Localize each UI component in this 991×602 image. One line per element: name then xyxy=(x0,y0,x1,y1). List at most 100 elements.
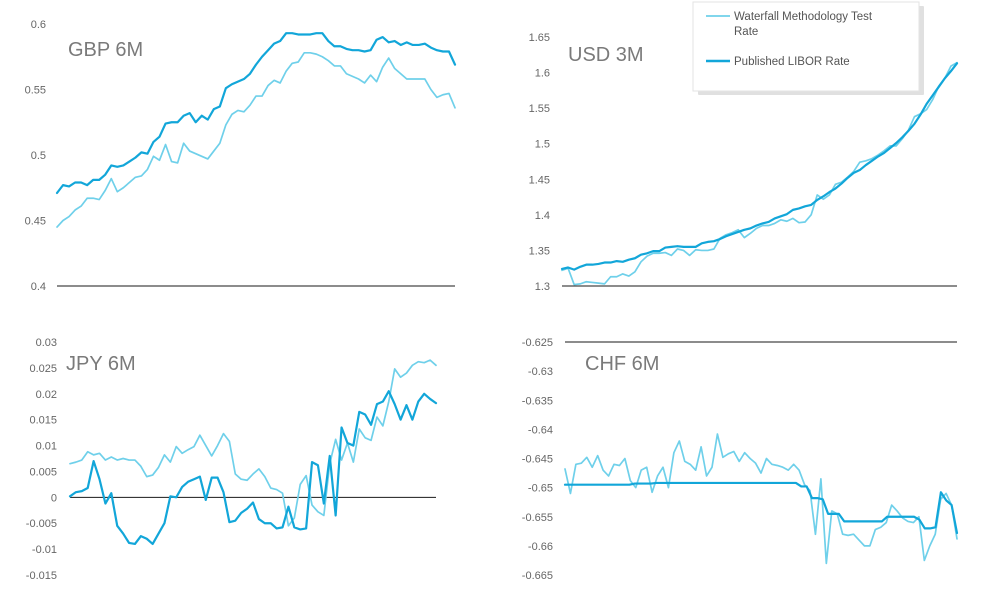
usd-libor-data-point xyxy=(725,235,727,237)
chf-test-data-point xyxy=(700,446,702,448)
jpy-test-data-point xyxy=(388,400,390,402)
usd-libor-data-point xyxy=(907,130,909,132)
chf-libor-data-point xyxy=(902,516,904,518)
chf-libor-data-point xyxy=(677,482,679,484)
gbp-libor-data-point xyxy=(285,32,287,34)
chf-libor-data-point xyxy=(822,498,824,500)
chf-test-data-point xyxy=(607,475,609,477)
chf-test-data-point xyxy=(711,466,713,468)
jpy-libor-data-point xyxy=(240,512,242,514)
jpy-test-data-point xyxy=(157,466,159,468)
gbp-libor-data-point xyxy=(448,50,450,52)
usd-y-tick-label: 1.35 xyxy=(529,245,550,257)
jpy-test-data-point xyxy=(275,488,277,490)
chf-libor-data-point xyxy=(832,513,834,515)
gbp-libor-data-point xyxy=(291,32,293,34)
usd-test-data-point xyxy=(859,161,861,163)
usd-libor-data-point xyxy=(895,142,897,144)
chf-libor-data-point xyxy=(950,504,952,506)
usd-test-data-point xyxy=(628,275,630,277)
chf-test-data-point xyxy=(852,533,854,535)
usd-test-data-point xyxy=(749,232,751,234)
usd-libor-data-point xyxy=(919,113,921,115)
jpy-libor-data-point xyxy=(346,442,348,444)
usd-libor-data-point xyxy=(658,250,660,252)
gbp-test-data-point xyxy=(86,197,88,199)
usd-test-data-point xyxy=(743,236,745,238)
usd-test-data-point xyxy=(822,198,824,200)
gbp-test-data-point xyxy=(442,94,444,96)
chf-test-data-point xyxy=(787,469,789,471)
chf-test-data-point xyxy=(645,466,647,468)
jpy-libor-data-point xyxy=(287,505,289,507)
jpy-libor-series-line xyxy=(68,390,438,546)
usd-test-data-point xyxy=(701,249,703,251)
chf-test-data-point xyxy=(874,528,876,530)
gbp-test-data-point xyxy=(243,111,245,113)
chf-libor-data-point xyxy=(913,516,915,518)
chf-libor-data-point xyxy=(811,497,813,499)
usd-test-data-point xyxy=(676,248,678,250)
gbp-test-data-point xyxy=(394,67,396,69)
usd-test-data-point xyxy=(798,221,800,223)
jpy-test-data-point xyxy=(317,511,319,513)
jpy-libor-data-point xyxy=(199,475,201,477)
gbp-test-series-line xyxy=(56,51,456,228)
chf-test-data-point xyxy=(705,475,707,477)
usd-test-data-point xyxy=(634,271,636,273)
gbp-libor-data-point xyxy=(279,40,281,42)
chf-test-data-point xyxy=(896,510,898,512)
usd-libor-data-point xyxy=(852,172,854,174)
gbp-test-data-point xyxy=(62,219,64,221)
jpy-libor-data-point xyxy=(417,400,419,402)
gbp-libor-data-point xyxy=(219,105,221,107)
jpy-test-series-line xyxy=(69,359,437,527)
chf-libor-data-point xyxy=(703,482,705,484)
jpy-libor-data-point xyxy=(411,418,413,420)
jpy-libor-data-point xyxy=(193,478,195,480)
chf-test-data-point xyxy=(716,433,718,435)
jpy-libor-data-point xyxy=(352,444,354,446)
gbp-libor-data-point xyxy=(201,115,203,117)
jpy-test-data-point xyxy=(311,504,313,506)
usd-test-data-point xyxy=(773,222,775,224)
usd-test-data-point xyxy=(707,249,709,251)
chf-test-data-point xyxy=(743,451,745,453)
gbp-libor-data-point xyxy=(412,44,414,46)
chf-test-data-point xyxy=(656,475,658,477)
jpy-libor-data-point xyxy=(393,403,395,405)
gbp-test-data-point xyxy=(98,198,100,200)
chf-libor-data-point xyxy=(865,520,867,522)
jpy-y-tick-label: 0.025 xyxy=(29,363,57,375)
usd-test-data-point xyxy=(950,65,952,67)
gbp-libor-data-point xyxy=(297,33,299,35)
jpy-libor-data-point xyxy=(299,528,301,530)
jpy-test-data-point xyxy=(110,456,112,458)
usd-libor-data-point xyxy=(859,169,861,171)
jpy-y-tick-label: -0.005 xyxy=(26,518,57,530)
jpy-test-data-point xyxy=(199,434,201,436)
gbp-libor-data-point xyxy=(195,121,197,123)
chf-test-data-point xyxy=(722,456,724,458)
gbp-libor-data-point xyxy=(152,141,154,143)
jpy-libor-data-point xyxy=(87,487,89,489)
usd-libor-data-point xyxy=(877,155,879,157)
gbp-test-data-point xyxy=(140,175,142,177)
chf-libor-data-point xyxy=(585,484,587,486)
chf-libor-data-point xyxy=(682,482,684,484)
gbp-test-data-point xyxy=(170,160,172,162)
gbp-test-data-point xyxy=(454,107,456,109)
gbp-test-data-point xyxy=(279,82,281,84)
jpy-test-data-point xyxy=(246,479,248,481)
gbp-test-data-point xyxy=(110,177,112,179)
gbp-test-data-point xyxy=(201,155,203,157)
jpy-test-data-point xyxy=(187,449,189,451)
gbp-libor-data-point xyxy=(357,49,359,51)
jpy-test-data-point xyxy=(175,445,177,447)
usd-test-data-point xyxy=(603,283,605,285)
usd-libor-data-point xyxy=(925,103,927,105)
gbp-libor-data-point xyxy=(345,48,347,50)
jpy-libor-data-point xyxy=(163,522,165,524)
usd-libor-data-point xyxy=(676,245,678,247)
jpy-test-data-point xyxy=(104,459,106,461)
